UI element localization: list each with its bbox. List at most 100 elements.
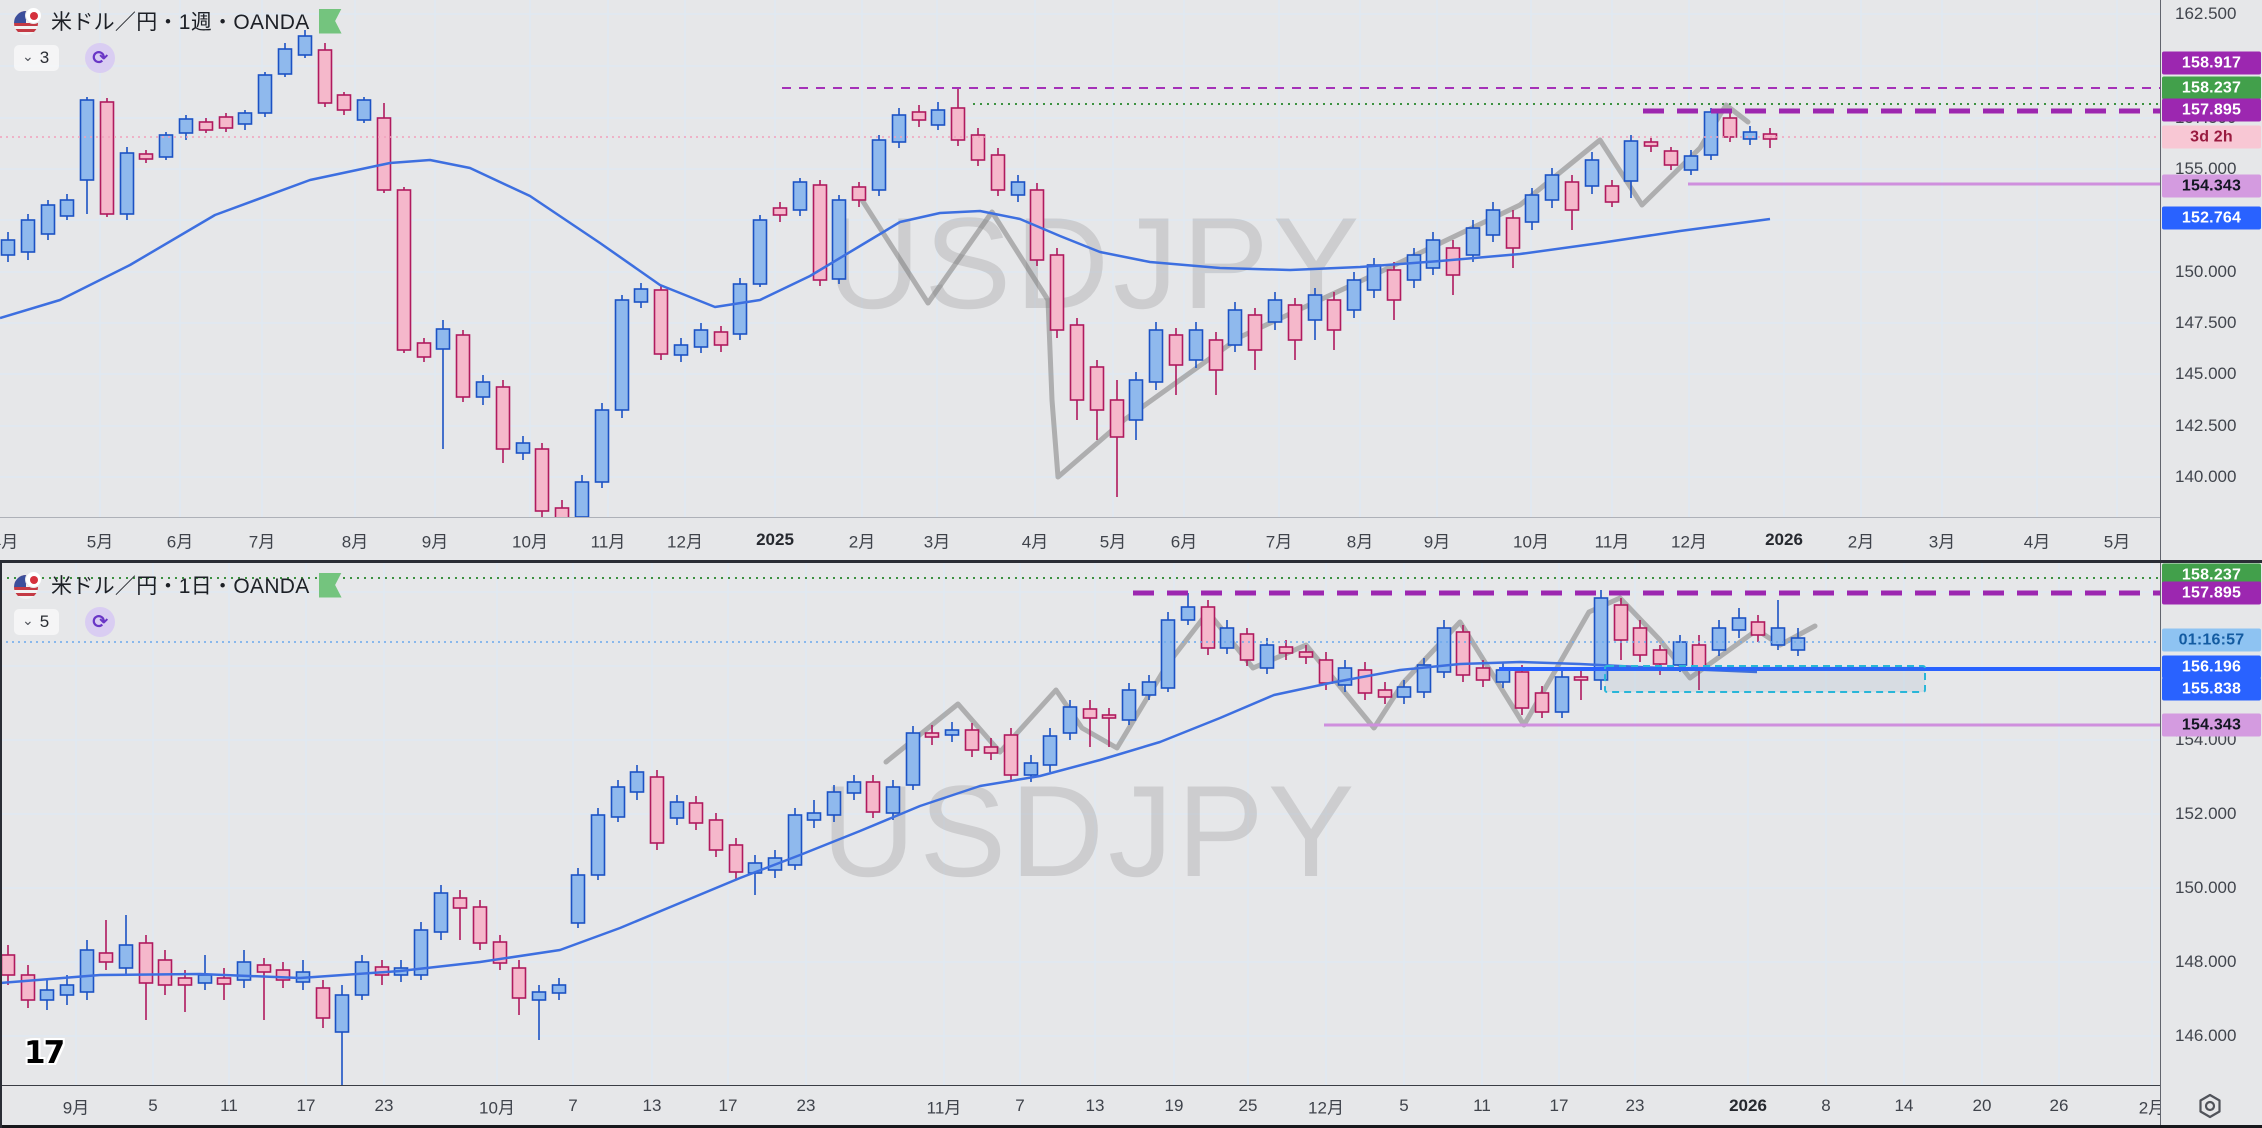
candle-body: [334, 994, 350, 1033]
candle-body: [1259, 644, 1275, 669]
candle-body: [1109, 399, 1125, 438]
pane-divider[interactable]: [0, 560, 2262, 563]
candle-body: [472, 906, 488, 944]
candle-body: [1247, 314, 1263, 351]
chart-weekly[interactable]: USDJPY: [0, 0, 2160, 517]
price-scale[interactable]: 162.500160.000157.500155.000152.500150.0…: [2160, 0, 2262, 1128]
candle-body: [1337, 667, 1353, 686]
price-badge-156196: 156.196: [2162, 655, 2261, 679]
candle-body: [1604, 185, 1620, 203]
time-label: 7月: [1265, 532, 1293, 551]
candle-body: [1514, 671, 1530, 709]
candle-body: [455, 334, 471, 398]
candle-body: [1416, 664, 1432, 693]
usdjpy-flag-icon: [14, 571, 42, 599]
candle-body: [354, 961, 370, 996]
candle-body: [198, 121, 214, 131]
gear-icon[interactable]: [2196, 1092, 2224, 1120]
weekly-header: 米ドル／円・1週・OANDA ⌄ 3 ⟳: [14, 6, 342, 73]
candle-body: [79, 99, 95, 181]
candle-body: [1148, 329, 1164, 383]
time-label: 9月: [62, 1098, 90, 1118]
candle-body: [787, 814, 803, 866]
candle-body: [1069, 324, 1085, 401]
candle-body: [1742, 131, 1758, 140]
time-label: 2026: [1729, 1096, 1767, 1115]
candle-body: [138, 942, 154, 984]
candle-body: [1436, 627, 1452, 673]
candle-body: [99, 101, 115, 215]
ma-line[interactable]: [0, 158, 1771, 320]
time-axis-weekly[interactable]: 4月 5月 6月 7月 8月 9月 10月 11月 12月 2025 2月 3月 4月 5月 6月 7月 8月 9…: [0, 517, 2160, 561]
symbol-watermark: USDJPY: [822, 758, 1359, 904]
time-label: 4月: [1021, 532, 1049, 551]
candle-body: [218, 116, 234, 129]
time-axis-daily[interactable]: 9月 5 11 17 23 10月 7 13 17 23 11月 7 13 19 25 12月 5 11 17 23 2…: [0, 1085, 2165, 1126]
candle-body: [1790, 637, 1806, 651]
weekly-indicator-toggle[interactable]: ⌄ 3: [14, 45, 60, 71]
candle-body: [98, 952, 114, 963]
candle-body: [59, 199, 75, 217]
candle-body: [515, 442, 531, 454]
tradingview-logo[interactable]: 17: [24, 1035, 65, 1071]
time-label: 5月: [86, 532, 114, 551]
time-label: 25: [1238, 1096, 1258, 1115]
chart-daily[interactable]: USDJPY: [0, 562, 2160, 1085]
candle-body: [138, 153, 154, 160]
price-badge-154343: 154.343: [2162, 713, 2261, 737]
time-label: 4月: [0, 532, 19, 551]
candle-body: [1534, 692, 1550, 713]
time-label: 2月: [848, 532, 876, 551]
price-badge-157895: 157.895: [2162, 98, 2261, 122]
time-label: 8月: [1346, 532, 1374, 551]
price-badge-155838: 155.838: [2162, 677, 2261, 701]
price-badge-158917: 158.917: [2162, 51, 2261, 75]
candle-body: [1377, 689, 1393, 698]
time-label: 5: [148, 1096, 158, 1115]
dashed-box-drawing[interactable]: [1604, 665, 1926, 693]
bookmark-flag-icon[interactable]: [318, 8, 342, 34]
candle-body: [20, 974, 36, 1001]
price-badge-157895: 157.895: [2162, 581, 2261, 605]
candle-body: [1121, 689, 1137, 721]
candle-body: [376, 117, 392, 191]
candle-body: [693, 329, 709, 348]
time-label: 17: [718, 1096, 738, 1115]
time-label: 2月: [2138, 1098, 2166, 1118]
candle-body: [990, 154, 1006, 191]
candle-body: [1643, 141, 1659, 147]
time-label: 12月: [1671, 532, 1707, 551]
candle-body: [495, 386, 511, 450]
candle-body: [831, 199, 847, 280]
candle-body: [1227, 309, 1243, 346]
time-label: 20: [1972, 1096, 1992, 1115]
candle-body: [435, 328, 451, 350]
candle-body: [1396, 686, 1412, 698]
bookmark-flag-icon[interactable]: [318, 572, 342, 598]
candle-body: [216, 977, 232, 985]
candle-body: [905, 732, 921, 786]
candle-body: [865, 781, 881, 813]
candle-body: [1623, 140, 1639, 182]
sync-icon[interactable]: ⟳: [85, 607, 116, 637]
time-label: 2026: [1765, 529, 1803, 549]
candle-body: [119, 152, 135, 215]
candle-body: [673, 344, 689, 356]
time-label: 11月: [590, 532, 626, 551]
candle-body: [1298, 651, 1314, 658]
ma-line[interactable]: [0, 660, 1758, 985]
candle-body: [688, 802, 704, 824]
candle-body: [1663, 150, 1679, 166]
time-label: 23: [374, 1096, 394, 1115]
daily-indicator-toggle[interactable]: ⌄ 5: [14, 609, 60, 635]
candle-body: [1750, 621, 1766, 636]
candle-body: [713, 331, 729, 346]
candle-body: [277, 48, 293, 75]
candle-body: [475, 381, 491, 398]
time-label: 9月: [421, 532, 449, 551]
candle-body: [1168, 334, 1184, 366]
time-label: 17: [296, 1096, 316, 1115]
sync-icon[interactable]: ⟳: [85, 43, 116, 73]
candle-body: [708, 819, 724, 851]
candle-body: [1346, 279, 1362, 311]
